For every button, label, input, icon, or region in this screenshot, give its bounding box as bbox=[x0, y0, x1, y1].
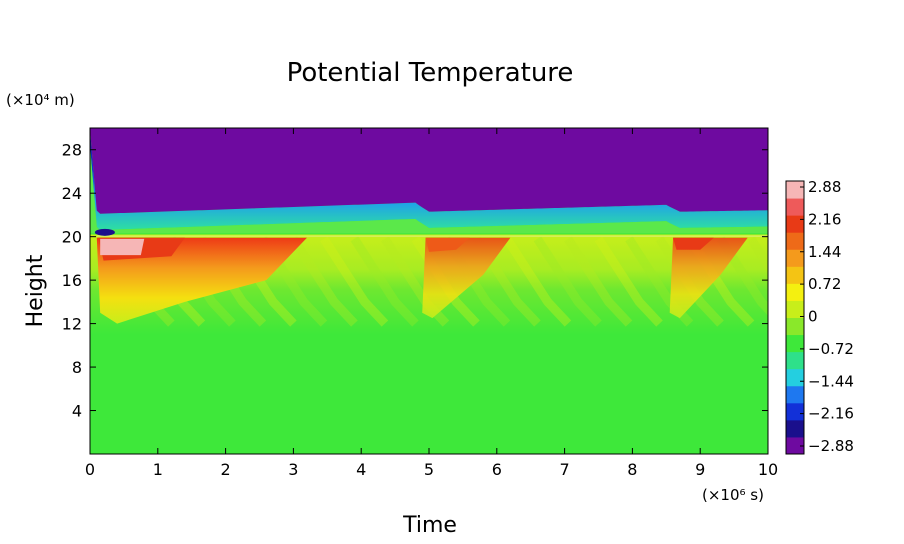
colorbar-frame bbox=[785, 180, 805, 455]
colorbar-swatch bbox=[786, 266, 804, 284]
field-tropopause-band bbox=[90, 129, 768, 231]
colorbar-swatch bbox=[786, 334, 804, 353]
x-tick-label: 7 bbox=[560, 460, 570, 479]
colorbar-tick-label: −0.72 bbox=[808, 340, 854, 358]
x-tick-label: 5 bbox=[424, 460, 434, 479]
colorbar-swatch bbox=[786, 419, 804, 438]
x-unit-label: (×10⁶ s) bbox=[702, 486, 764, 504]
colorbar-tick-label: −2.88 bbox=[808, 437, 854, 455]
colorbar-tick-label: 2.88 bbox=[808, 178, 841, 196]
pulse-0.15 bbox=[96, 237, 307, 324]
x-axis: 0 1 2 3 4 5 6 7 8 9 10 bbox=[85, 128, 778, 479]
pulse-core-8.7 bbox=[673, 237, 714, 250]
y-unit-label: (×10⁴ m) bbox=[6, 91, 75, 109]
colorbar-swatch bbox=[786, 181, 804, 199]
colorbar-tick-label: 0 bbox=[808, 308, 818, 326]
colorbar-swatch bbox=[786, 351, 804, 370]
x-tick-label: 8 bbox=[627, 460, 637, 479]
colorbar-swatch bbox=[786, 317, 804, 336]
colorbar-ticks: 2.88 2.16 1.44 0.72 0 −0.72 −1.44 −2.16 −2.88 bbox=[800, 178, 854, 455]
colorbar-swatch bbox=[786, 368, 804, 387]
y-axis-label: Height bbox=[23, 254, 48, 327]
x-axis-label: Time bbox=[402, 513, 457, 538]
field-streak bbox=[625, 236, 694, 327]
colorbar-swatch bbox=[786, 283, 804, 301]
pulse-5 bbox=[422, 237, 511, 319]
origin-feature bbox=[94, 228, 115, 236]
field-streak bbox=[320, 236, 389, 327]
y-tick-label: 4 bbox=[72, 402, 82, 421]
x-tick-label: 4 bbox=[356, 460, 366, 479]
x-tick-label: 0 bbox=[85, 460, 95, 479]
colorbar bbox=[785, 180, 805, 455]
chart-title: Potential Temperature bbox=[287, 58, 574, 88]
y-tick-label: 16 bbox=[62, 271, 82, 290]
x-tick-label: 1 bbox=[153, 460, 163, 479]
x-tick-label: 6 bbox=[492, 460, 502, 479]
colorbar-swatch bbox=[786, 300, 804, 318]
pulse-peak-0.15 bbox=[100, 238, 145, 256]
y-tick-label: 28 bbox=[62, 141, 82, 160]
x-tick-label: 9 bbox=[695, 460, 705, 479]
colorbar-swatch bbox=[786, 232, 804, 250]
x-tick-label: 3 bbox=[288, 460, 298, 479]
colorbar-swatch bbox=[786, 215, 804, 233]
field-stratosphere bbox=[90, 128, 768, 214]
colorbar-swatch bbox=[786, 402, 804, 421]
x-tick-label: 10 bbox=[758, 460, 778, 479]
colorbar-swatch bbox=[786, 249, 804, 267]
pulse-core-5 bbox=[425, 237, 470, 252]
field-streak bbox=[564, 236, 633, 327]
field-streak bbox=[594, 236, 663, 327]
y-tick-label: 20 bbox=[62, 228, 82, 247]
plot-area bbox=[90, 128, 768, 454]
pulse-8.7 bbox=[669, 237, 748, 319]
field-streak bbox=[716, 236, 768, 316]
field-streak bbox=[289, 236, 358, 327]
field-streak bbox=[747, 236, 768, 274]
field-streak bbox=[533, 236, 602, 327]
y-tick-label: 8 bbox=[72, 358, 82, 377]
x-tick-label: 2 bbox=[221, 460, 231, 479]
colorbar-swatch bbox=[786, 436, 804, 455]
colorbar-tick-label: −2.16 bbox=[808, 405, 854, 423]
y-tick-label: 24 bbox=[62, 184, 82, 203]
y-axis: 4 8 12 16 20 24 28 bbox=[62, 141, 768, 421]
field-streak bbox=[503, 236, 572, 327]
colorbar-swatch bbox=[786, 385, 804, 404]
colorbar-tick-label: −1.44 bbox=[808, 372, 854, 390]
y-tick-label: 12 bbox=[62, 315, 82, 334]
colorbar-tick-label: 2.16 bbox=[808, 210, 841, 228]
colorbar-tick-label: 1.44 bbox=[808, 243, 841, 261]
colorbar-swatch bbox=[786, 198, 804, 216]
colorbar-tick-label: 0.72 bbox=[808, 275, 841, 293]
field-streak bbox=[350, 236, 419, 327]
